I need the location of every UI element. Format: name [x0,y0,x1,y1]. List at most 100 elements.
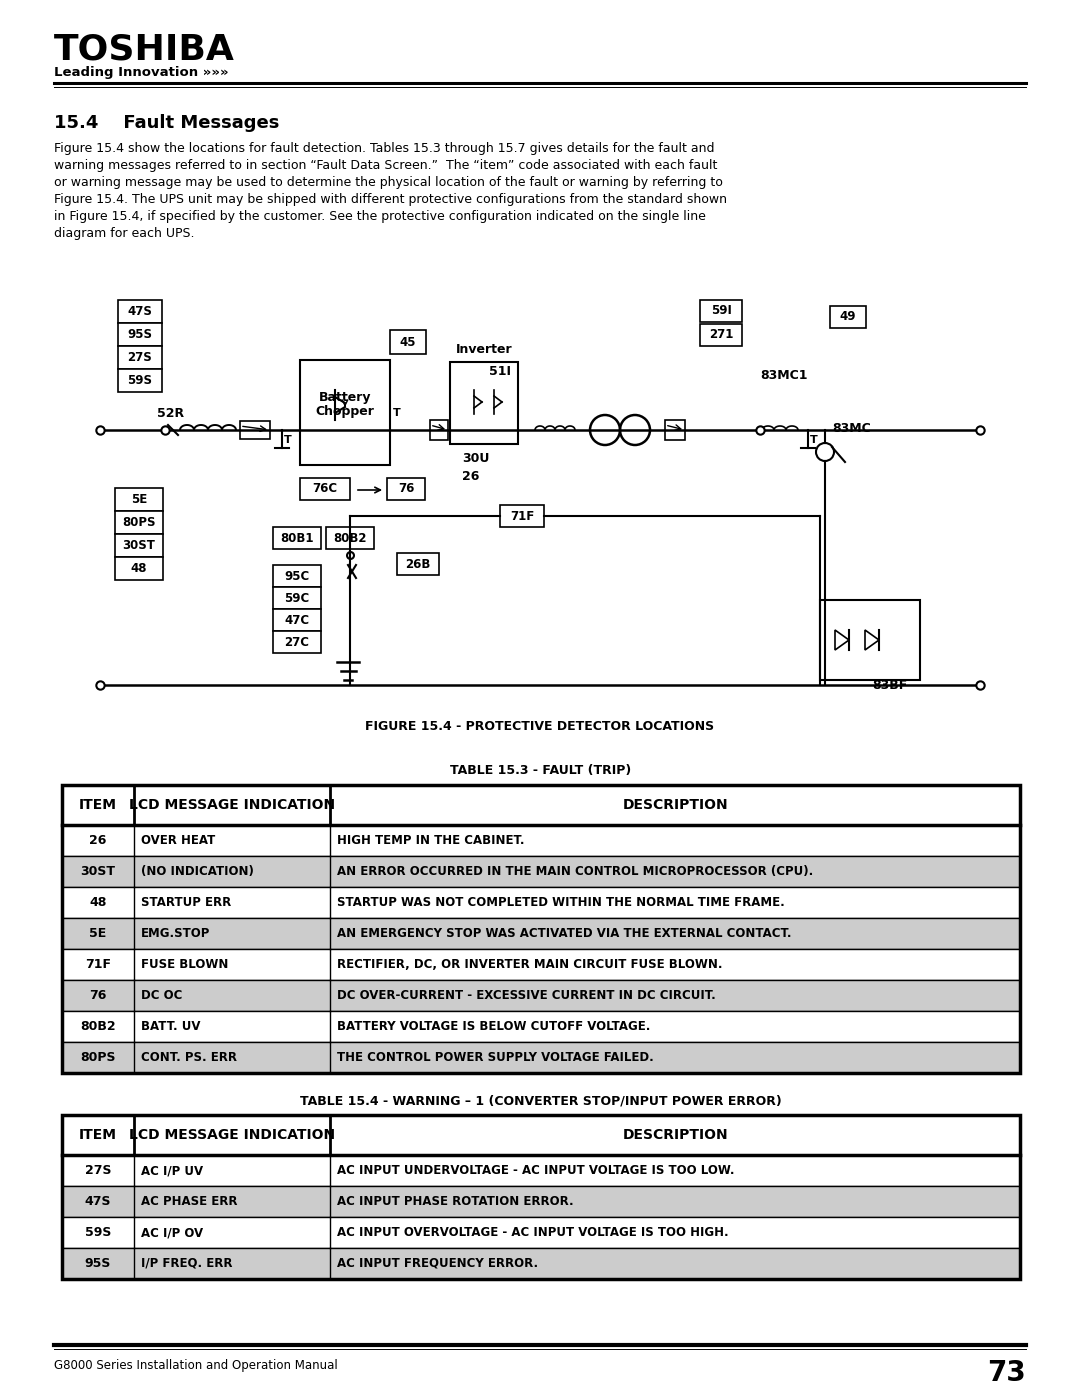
Text: DC OVER-CURRENT - EXCESSIVE CURRENT IN DC CIRCUIT.: DC OVER-CURRENT - EXCESSIVE CURRENT IN D… [337,989,716,1002]
Bar [114,557,163,580]
Text: AN EMERGENCY STOP WAS ACTIVATED VIA THE EXTERNAL CONTACT.: AN EMERGENCY STOP WAS ACTIVATED VIA THE … [337,928,792,940]
Text: 15.4    Fault Messages: 15.4 Fault Messages [54,115,280,131]
Text: 45: 45 [400,335,416,348]
Bar [240,420,270,439]
Bar [273,587,321,609]
Text: 26: 26 [462,469,480,483]
Text: 80B2: 80B2 [80,1020,116,1032]
Text: 59C: 59C [284,591,310,605]
Text: STARTUP WAS NOT COMPLETED WITHIN THE NORMAL TIME FRAME.: STARTUP WAS NOT COMPLETED WITHIN THE NOR… [337,895,785,909]
Bar [820,599,920,680]
Text: 76: 76 [397,482,415,496]
Text: or warning message may be used to determine the physical location of the fault o: or warning message may be used to determ… [54,176,723,189]
Text: 83BF: 83BF [873,679,907,692]
Text: DESCRIPTION: DESCRIPTION [622,798,728,812]
Text: THE CONTROL POWER SUPPLY VOLTAGE FAILED.: THE CONTROL POWER SUPPLY VOLTAGE FAILED. [337,1051,654,1065]
Text: 95S: 95S [84,1257,111,1270]
Text: diagram for each UPS.: diagram for each UPS. [54,226,194,240]
Text: 59I: 59I [711,305,731,317]
Text: AC I/P UV: AC I/P UV [140,1164,203,1178]
Text: AC INPUT UNDERVOLTAGE - AC INPUT VOLTAGE IS TOO LOW.: AC INPUT UNDERVOLTAGE - AC INPUT VOLTAGE… [337,1164,734,1178]
Text: G8000 Series Installation and Operation Manual: G8000 Series Installation and Operation … [54,1359,338,1372]
Bar [62,1186,1020,1217]
Text: Battery: Battery [319,391,372,405]
Bar [118,323,162,346]
Text: TABLE 15.3 - FAULT (TRIP): TABLE 15.3 - FAULT (TRIP) [450,764,632,777]
Text: 27C: 27C [284,636,310,648]
Bar [273,609,321,631]
Text: 47S: 47S [127,305,152,319]
Text: AC INPUT PHASE ROTATION ERROR.: AC INPUT PHASE ROTATION ERROR. [337,1194,573,1208]
Bar [118,300,162,323]
Bar [273,564,321,587]
Text: DESCRIPTION: DESCRIPTION [622,1127,728,1141]
Text: 59S: 59S [84,1227,111,1239]
Text: T: T [284,434,292,446]
Text: FUSE BLOWN: FUSE BLOWN [140,958,228,971]
Text: AC INPUT OVERVOLTAGE - AC INPUT VOLTAGE IS TOO HIGH.: AC INPUT OVERVOLTAGE - AC INPUT VOLTAGE … [337,1227,729,1239]
Text: ITEM: ITEM [79,1127,117,1141]
Text: OVER HEAT: OVER HEAT [140,834,215,847]
Text: 30ST: 30ST [80,865,116,877]
Text: AC PHASE ERR: AC PHASE ERR [140,1194,238,1208]
Text: AC I/P OV: AC I/P OV [140,1227,203,1239]
Text: 48: 48 [90,895,107,909]
Text: 83MC: 83MC [832,422,870,434]
Bar [450,362,518,444]
Text: Inverter: Inverter [456,344,512,356]
Text: 5E: 5E [90,928,107,940]
Bar [114,534,163,557]
Bar [62,1011,1020,1042]
Bar [114,511,163,534]
Text: in Figure 15.4, if specified by the customer. See the protective configuration i: in Figure 15.4, if specified by the cust… [54,210,706,224]
Text: warning messages referred to in section “Fault Data Screen.”  The “item” code as: warning messages referred to in section … [54,159,717,172]
Text: 47C: 47C [284,613,310,626]
Text: 80PS: 80PS [80,1051,116,1065]
Bar [62,887,1020,918]
Text: EMG.STOP: EMG.STOP [140,928,211,940]
Text: I/P FREQ. ERR: I/P FREQ. ERR [140,1257,232,1270]
Text: BATT. UV: BATT. UV [140,1020,201,1032]
Bar [118,369,162,393]
Text: ITEM: ITEM [79,798,117,812]
Bar [62,1217,1020,1248]
Text: BATTERY VOLTAGE IS BELOW CUTOFF VOLTAGE.: BATTERY VOLTAGE IS BELOW CUTOFF VOLTAGE. [337,1020,650,1032]
Bar [118,346,162,369]
Text: Leading Innovation »»»: Leading Innovation »»» [54,66,229,80]
Text: 80B1: 80B1 [280,531,314,545]
Text: 71F: 71F [510,510,535,522]
Bar [300,360,390,465]
Bar [62,856,1020,887]
Text: RECTIFIER, DC, OR INVERTER MAIN CIRCUIT FUSE BLOWN.: RECTIFIER, DC, OR INVERTER MAIN CIRCUIT … [337,958,723,971]
Text: AN ERROR OCCURRED IN THE MAIN CONTROL MICROPROCESSOR (CPU).: AN ERROR OCCURRED IN THE MAIN CONTROL MI… [337,865,813,877]
Text: 30U: 30U [462,453,489,465]
Bar [273,527,321,549]
Text: 27S: 27S [84,1164,111,1178]
Text: DC OC: DC OC [140,989,183,1002]
Bar [62,1155,1020,1186]
Text: 76C: 76C [312,482,338,496]
Bar [62,1115,1020,1280]
Text: Figure 15.4. The UPS unit may be shipped with different protective configuration: Figure 15.4. The UPS unit may be shipped… [54,193,727,205]
Text: 59S: 59S [127,374,152,387]
Text: 271: 271 [708,328,733,341]
Text: 27S: 27S [127,351,152,365]
Text: AC INPUT FREQUENCY ERROR.: AC INPUT FREQUENCY ERROR. [337,1257,538,1270]
Text: (NO INDICATION): (NO INDICATION) [140,865,254,877]
Bar [114,488,163,511]
Bar [62,981,1020,1011]
Bar [831,306,866,328]
Text: 95C: 95C [284,570,310,583]
Text: LCD MESSAGE INDICATION: LCD MESSAGE INDICATION [129,798,335,812]
Bar [500,504,544,527]
Text: 83MC1: 83MC1 [760,369,808,381]
Bar [62,918,1020,949]
Bar [62,949,1020,981]
Bar [326,527,374,549]
Text: 49: 49 [840,310,856,324]
Bar [62,1248,1020,1280]
Text: HIGH TEMP IN THE CABINET.: HIGH TEMP IN THE CABINET. [337,834,525,847]
Bar [700,300,742,321]
Text: FIGURE 15.4 - PROTECTIVE DETECTOR LOCATIONS: FIGURE 15.4 - PROTECTIVE DETECTOR LOCATI… [365,719,715,733]
Text: 80B2: 80B2 [334,531,367,545]
